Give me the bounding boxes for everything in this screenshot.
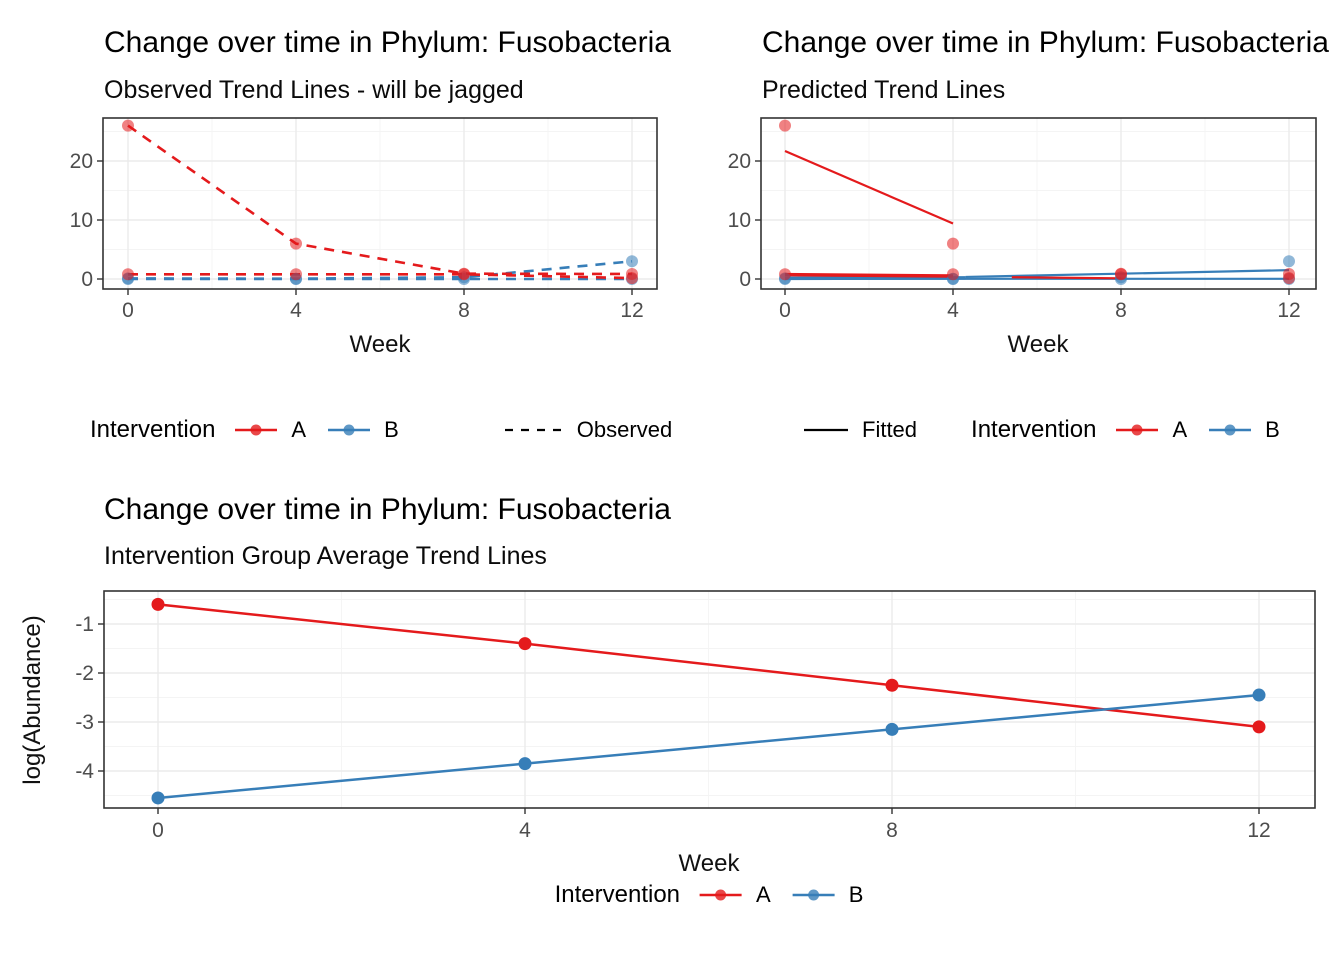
legend-label-a: A xyxy=(756,882,771,907)
predicted-chart-subtitle: Predicted Trend Lines xyxy=(762,76,1005,104)
legend-key-observed-icon xyxy=(504,428,563,432)
average-x-axis-label: Week xyxy=(679,850,741,877)
observed-chart-subtitle: Observed Trend Lines - will be jagged xyxy=(104,76,524,104)
data-point-A-subject-high xyxy=(290,237,302,250)
observed-plot-area: 0 4 8 12 0 10 20 xyxy=(70,117,658,322)
series-line-A-fit-thick xyxy=(784,272,954,278)
observed-chart-title: Change over time in Phylum: Fusobacteria xyxy=(104,26,671,59)
average-plot-area: 0 4 8 12 -1 -2 -3 -4 xyxy=(75,590,1316,842)
series-line-B-fit-thick xyxy=(784,276,966,281)
legend-key-b-icon xyxy=(792,889,835,901)
data-point-B-subject-rising xyxy=(626,255,638,268)
series-line-B-fit-rising xyxy=(965,269,1290,279)
data-point-A-points-low xyxy=(779,268,791,281)
legend-label-b: B xyxy=(384,417,399,442)
data-point-A-points-high xyxy=(1283,267,1295,280)
legend-key-fitted-icon xyxy=(804,428,848,432)
series-line-A-subject-high xyxy=(127,124,633,276)
legend-key-a-icon xyxy=(700,889,743,901)
data-point-B-group-average xyxy=(151,791,165,805)
x-tick-label: 0 xyxy=(122,299,134,322)
data-point-B-group-average xyxy=(1252,688,1266,702)
y-tick-label: -1 xyxy=(75,613,94,636)
legend-observed: Intervention A B Observed xyxy=(90,413,672,447)
y-tick-label: 10 xyxy=(728,209,751,232)
data-point-A-subject-high xyxy=(122,119,134,132)
data-point-A-group-average xyxy=(151,597,165,611)
data-point-A-points-low xyxy=(947,268,959,281)
y-tick-label: 0 xyxy=(739,268,751,291)
series-line-A-fit-mid xyxy=(1011,276,1122,280)
y-tick-label: 20 xyxy=(70,150,93,173)
predicted-chart: 0 4 8 12 0 10 20 Change over time in Phylum: F… xyxy=(728,26,1330,358)
predicted-plot-area: 0 4 8 12 0 10 20 xyxy=(728,117,1317,322)
x-tick-label: 8 xyxy=(1115,299,1127,322)
y-tick-label: 10 xyxy=(70,209,93,232)
y-tick-label: 0 xyxy=(81,268,93,291)
legend-observed-title: Intervention xyxy=(90,416,216,443)
data-point-A-group-average xyxy=(518,637,532,651)
predicted-x-axis-label: Week xyxy=(1008,331,1070,358)
data-point-A-subject-low xyxy=(290,268,302,281)
average-y-axis-label: log(Abundance) xyxy=(19,615,46,784)
legend-average-title: Intervention xyxy=(554,881,681,908)
data-point-A-subject-low xyxy=(122,268,134,281)
data-point-A-points-high xyxy=(947,237,959,250)
legend-key-b-icon xyxy=(1209,424,1252,436)
data-point-A-subject-high xyxy=(626,267,638,280)
x-tick-label: 12 xyxy=(620,299,643,322)
data-point-A-points-high xyxy=(1115,267,1127,280)
x-tick-label: 8 xyxy=(886,819,898,842)
legend-predicted-title: Intervention xyxy=(971,416,1097,443)
x-tick-label: 0 xyxy=(152,819,164,842)
x-tick-label: 12 xyxy=(1247,819,1270,842)
series-line-B-subject-rising xyxy=(127,260,633,281)
predicted-chart-title: Change over time in Phylum: Fusobacteria xyxy=(762,26,1329,59)
legend-average: Intervention A B xyxy=(555,878,864,912)
legend-key-b-icon xyxy=(328,424,371,436)
legend-label-b: B xyxy=(1265,417,1280,442)
legend-label-b: B xyxy=(848,882,864,907)
x-tick-label: 12 xyxy=(1277,299,1300,322)
x-tick-label: 4 xyxy=(290,299,302,322)
series-line-B-group-average xyxy=(157,693,1260,800)
legend-label-a: A xyxy=(291,417,307,442)
x-tick-label: 4 xyxy=(947,299,959,322)
average-chart-subtitle: Intervention Group Average Trend Lines xyxy=(104,542,547,570)
x-tick-label: 0 xyxy=(779,299,791,322)
x-tick-label: 8 xyxy=(458,299,470,322)
series-line-A-fit-high xyxy=(784,149,954,225)
data-point-B-group-average xyxy=(518,757,532,771)
y-tick-label: 20 xyxy=(728,150,751,173)
data-point-A-subject-high xyxy=(458,267,470,280)
average-chart-title: Change over time in Phylum: Fusobacteria xyxy=(104,493,671,526)
data-point-A-group-average xyxy=(1252,720,1266,734)
series-line-A-subject-low xyxy=(128,272,633,280)
observed-x-axis-label: Week xyxy=(350,331,412,358)
observed-chart: 0 4 8 12 0 10 20 Change over time in Phylum: F… xyxy=(70,26,672,358)
legend-label-fitted: Fitted xyxy=(862,417,918,442)
data-point-B-group-average xyxy=(885,722,899,736)
x-tick-label: 4 xyxy=(519,819,531,842)
series-line-A-group-average xyxy=(157,603,1260,729)
data-point-A-group-average xyxy=(885,678,899,692)
legend-key-a-icon xyxy=(235,424,278,436)
y-tick-label: -3 xyxy=(75,711,94,734)
y-tick-label: -4 xyxy=(75,760,94,783)
data-point-A-points-high xyxy=(779,119,791,132)
legend-key-a-icon xyxy=(1116,424,1159,436)
average-chart: 0 4 8 12 -1 -2 -3 -4 Change over time in Phylum… xyxy=(19,493,1316,877)
data-point-B-points-rising xyxy=(1283,255,1295,268)
y-tick-label: -2 xyxy=(75,662,94,685)
legend-predicted: Fitted Intervention A B xyxy=(802,413,1280,447)
legend-label-a: A xyxy=(1172,417,1188,442)
legend-label-observed: Observed xyxy=(576,417,673,442)
